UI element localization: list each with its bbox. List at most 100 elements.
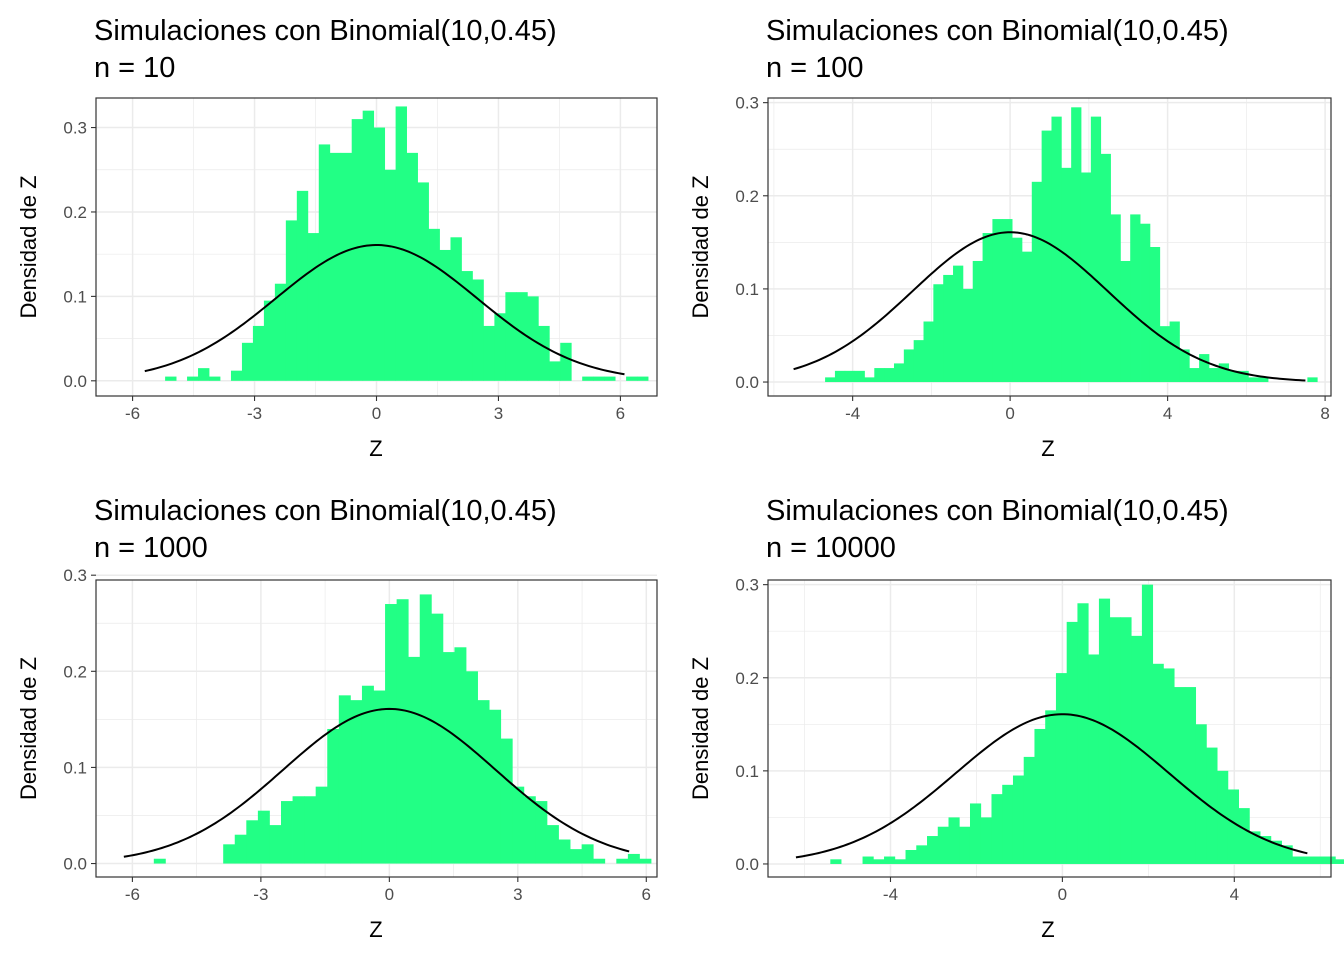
x-tick-label: 0 — [372, 404, 381, 423]
y-axis-label: Densidad de Z — [688, 175, 713, 318]
histogram-bar — [1206, 747, 1218, 864]
density-curve — [123, 707, 630, 858]
y-tick-label: 0.2 — [63, 203, 87, 222]
histogram-bar — [274, 283, 287, 381]
histogram-bar — [560, 342, 572, 381]
x-axis-label: Z — [1041, 436, 1054, 461]
y-axis-label: Densidad de Z — [16, 657, 41, 800]
y-tick-label: 0.3 — [735, 576, 759, 595]
histogram-bar — [442, 652, 455, 864]
histogram-bar — [329, 152, 342, 381]
histogram-bar — [535, 801, 548, 864]
histogram-bar — [943, 274, 954, 383]
histogram-bar — [927, 836, 939, 864]
histogram-bar — [1303, 856, 1315, 864]
histogram-bar — [350, 700, 363, 864]
histogram-bar — [1270, 840, 1282, 864]
histogram-bar — [1140, 223, 1151, 383]
histogram-bar — [1055, 673, 1068, 864]
histogram-bar — [431, 613, 444, 864]
histogram-bar — [241, 342, 254, 381]
histogram-bar — [538, 325, 550, 381]
histogram-bar — [962, 288, 974, 383]
histogram-bar — [1248, 377, 1259, 383]
histogram-bar — [1012, 775, 1025, 864]
x-tick-label: -4 — [883, 885, 898, 904]
histogram-bar — [466, 671, 478, 864]
histogram-bar — [1109, 617, 1121, 864]
histogram-bar — [992, 219, 1003, 383]
histogram-bar — [351, 119, 364, 381]
histogram-bar — [549, 361, 561, 381]
histogram-bar — [512, 786, 525, 864]
histogram-bar — [1071, 107, 1082, 383]
histogram-bar — [844, 370, 856, 383]
histogram-bar — [396, 599, 409, 864]
x-tick-label: -3 — [247, 404, 262, 423]
histogram-bar — [593, 858, 606, 864]
x-tick-label: 4 — [1163, 404, 1172, 423]
histogram-bar — [1090, 116, 1102, 383]
y-tick-label: 0.3 — [735, 94, 759, 113]
histogram-bar — [257, 810, 270, 864]
histogram-bar — [307, 233, 320, 381]
x-axis-label: Z — [369, 436, 382, 461]
histogram-bar — [263, 300, 276, 381]
x-tick-label: 4 — [1230, 885, 1239, 904]
histogram-bar — [830, 859, 842, 864]
histogram-bar — [1307, 377, 1318, 383]
histogram-bar — [187, 376, 199, 381]
histogram-bar — [1130, 214, 1141, 383]
x-tick-label: 0 — [1058, 885, 1067, 904]
histogram-bar — [252, 325, 265, 381]
y-tick-label: 0.2 — [735, 669, 759, 688]
histogram-bar — [1002, 784, 1014, 864]
histogram-bar — [1149, 247, 1161, 383]
histogram-bar — [292, 796, 305, 864]
histogram-bar — [1002, 219, 1013, 383]
histogram-bar — [991, 794, 1003, 864]
histogram-bar — [884, 856, 896, 864]
plot-border — [767, 97, 1332, 397]
histogram-bar — [246, 820, 259, 864]
chart-title: Simulaciones con Binomial(10,0.45) — [766, 15, 1229, 47]
histogram-bar — [884, 368, 895, 383]
histogram-bar — [361, 685, 374, 864]
chart-subtitle: n = 10 — [94, 52, 175, 84]
histogram-bar — [315, 786, 328, 864]
y-tick-label: 0.2 — [735, 187, 759, 206]
histogram-bar — [527, 296, 539, 381]
y-tick-label: 0.3 — [63, 119, 87, 138]
chart-panel-4: Simulaciones con Binomial(10,0.45) n = 10… — [688, 495, 1344, 942]
histogram-bar — [1100, 153, 1111, 383]
histogram-bar — [472, 279, 484, 381]
histogram-bar — [1120, 260, 1131, 383]
histogram-bar — [916, 845, 928, 864]
histogram-bar — [384, 169, 397, 381]
histogram-bar — [1021, 251, 1033, 383]
y-tick-label: 0.3 — [63, 566, 87, 585]
y-tick-label: 0.0 — [63, 372, 87, 391]
chart-panel-2: Simulaciones con Binomial(10,0.45) n = 10… — [688, 15, 1332, 461]
histogram-bar — [1199, 354, 1210, 383]
histogram-bar — [1179, 349, 1190, 383]
histogram-bar — [1324, 856, 1336, 864]
histogram-bar — [616, 858, 629, 864]
histogram-bar — [923, 321, 934, 383]
density-curve — [144, 244, 625, 376]
histogram-bar — [406, 152, 418, 381]
x-axis-label: Z — [369, 917, 382, 942]
histogram-bar — [570, 849, 583, 864]
x-tick-label: 0 — [1005, 404, 1014, 423]
histogram-bar — [1238, 370, 1249, 383]
histogram-bar — [340, 152, 353, 381]
histogram-bar — [408, 656, 421, 864]
histogram-bar — [494, 313, 506, 381]
histogram-bar — [385, 604, 398, 864]
histogram-bar — [454, 647, 467, 864]
histogram-bar — [1031, 181, 1043, 383]
x-tick-label: 3 — [513, 885, 522, 904]
histogram-bar — [1217, 770, 1229, 864]
histogram-bar — [230, 370, 243, 381]
histogram-bar — [1258, 377, 1269, 383]
